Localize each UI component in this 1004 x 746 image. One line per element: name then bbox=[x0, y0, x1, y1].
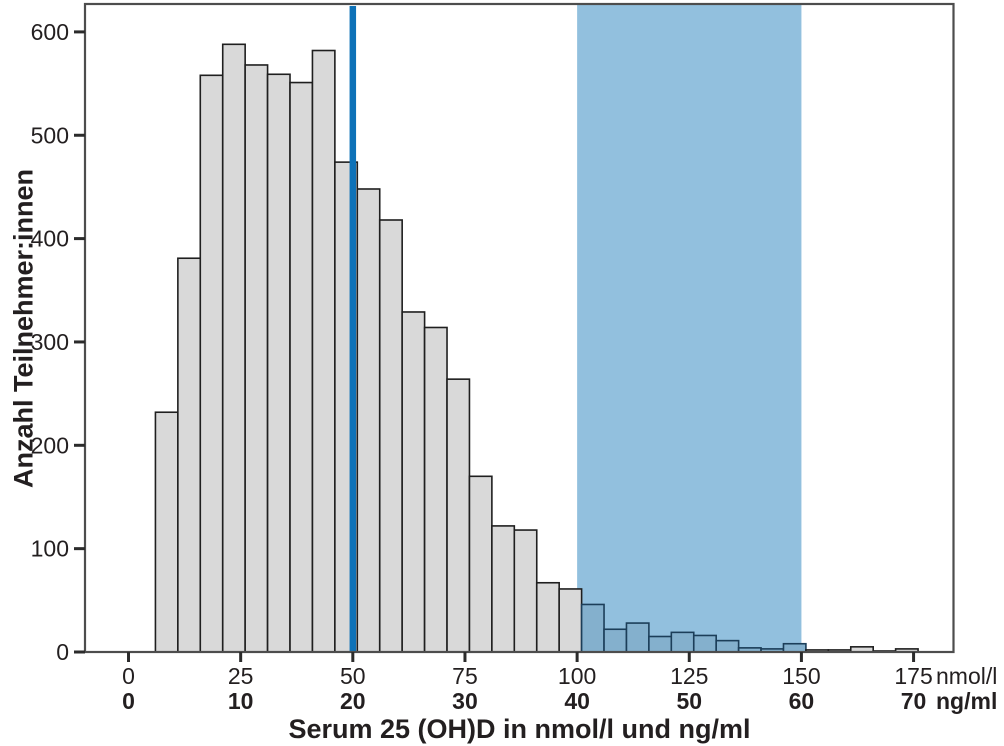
histogram-bar bbox=[289, 81, 314, 653]
histogram-bar bbox=[625, 622, 650, 653]
x-tick-label-nmol: 75 bbox=[452, 663, 478, 689]
x-tick-label-nmol: 150 bbox=[782, 663, 820, 689]
x-axis-unit-nmol: nmol/l bbox=[936, 663, 997, 689]
histogram-bar bbox=[513, 529, 538, 653]
histogram-bar bbox=[535, 581, 560, 653]
histogram-bar bbox=[558, 588, 583, 653]
x-tick-label-ng: 10 bbox=[228, 688, 254, 714]
y-axis-title: Anzahl Teilnehmer:innen bbox=[8, 168, 39, 488]
histogram-bar bbox=[311, 49, 336, 653]
x-tick-label-ng: 0 bbox=[122, 688, 135, 714]
y-tick-label: 100 bbox=[31, 536, 69, 562]
histogram-bar bbox=[244, 64, 269, 653]
histogram-bar bbox=[468, 475, 493, 653]
histogram-bar bbox=[221, 43, 246, 653]
x-tick-label-nmol: 50 bbox=[340, 663, 366, 689]
y-tick-label: 400 bbox=[31, 226, 69, 252]
reference-range-band bbox=[577, 5, 802, 652]
x-tick-label-ng: 60 bbox=[789, 688, 815, 714]
x-tick-label-nmol: 125 bbox=[670, 663, 708, 689]
histogram-bar bbox=[266, 73, 291, 653]
histogram-bar bbox=[715, 639, 740, 653]
histogram-bar bbox=[423, 326, 448, 653]
x-tick-label-ng: 70 bbox=[901, 688, 927, 714]
histogram-bar bbox=[670, 631, 695, 653]
y-tick-label: 500 bbox=[31, 122, 69, 148]
y-tick-label: 0 bbox=[56, 639, 69, 665]
histogram-bar bbox=[154, 411, 179, 653]
histogram-bar bbox=[356, 188, 381, 653]
plot-border bbox=[83, 2, 955, 654]
x-tick-label-nmol: 25 bbox=[228, 663, 254, 689]
histogram-bar bbox=[692, 634, 717, 653]
x-tick-label-ng: 40 bbox=[564, 688, 590, 714]
x-tick-label-ng: 20 bbox=[340, 688, 366, 714]
x-tick-label-nmol: 175 bbox=[894, 663, 932, 689]
x-tick-label-nmol: 0 bbox=[122, 663, 135, 689]
histogram-bar bbox=[603, 628, 628, 653]
y-tick-label: 300 bbox=[31, 329, 69, 355]
x-axis-unit-ng: ng/ml bbox=[936, 688, 997, 714]
histogram-bar bbox=[491, 525, 516, 653]
x-axis-title: Serum 25 (OH)D in nmol/l und ng/ml bbox=[288, 714, 751, 744]
x-tick-label-nmol: 100 bbox=[558, 663, 596, 689]
y-tick-label: 600 bbox=[31, 19, 69, 45]
histogram-bar bbox=[446, 378, 471, 653]
histogram-bar bbox=[378, 219, 403, 653]
x-tick-label-ng: 50 bbox=[676, 688, 702, 714]
x-tick-label-ng: 30 bbox=[452, 688, 478, 714]
histogram-bar bbox=[648, 635, 673, 653]
histogram-bar bbox=[580, 603, 605, 653]
histogram-bar bbox=[199, 74, 224, 653]
histogram-bar bbox=[177, 257, 202, 653]
histogram-bar bbox=[782, 642, 807, 653]
histogram-bar bbox=[401, 311, 426, 653]
y-tick-label: 200 bbox=[31, 432, 69, 458]
